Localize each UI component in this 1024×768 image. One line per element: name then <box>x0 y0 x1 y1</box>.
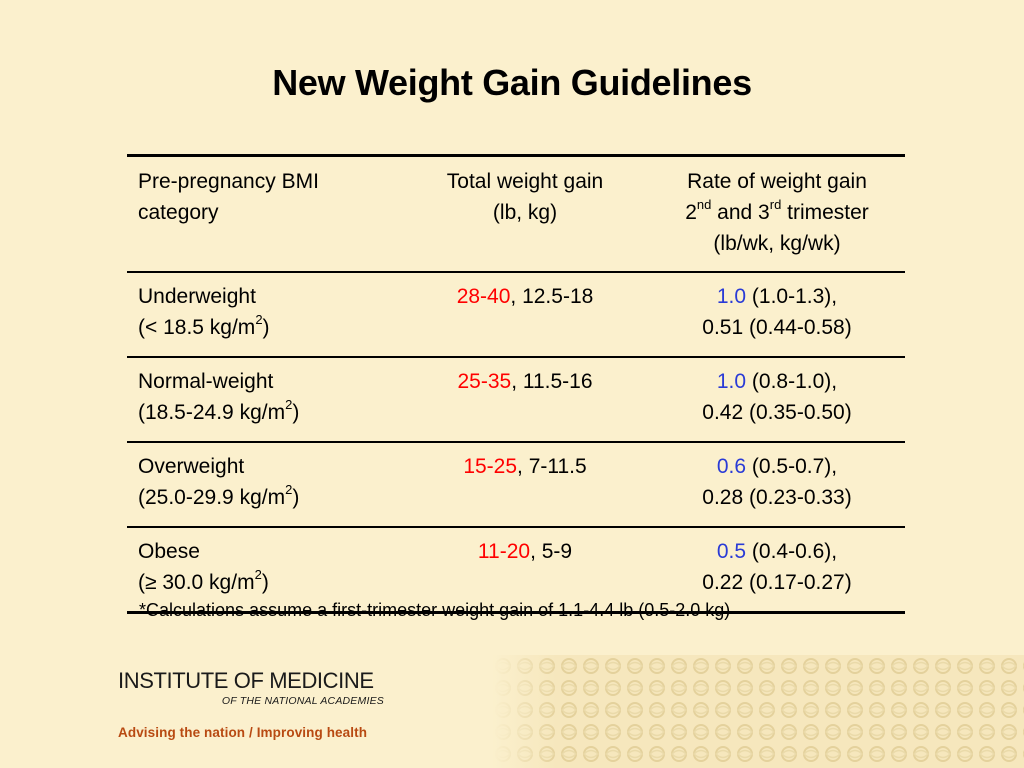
total-gain-lb: 25-35 <box>457 370 512 393</box>
rate-gain-lb: 0.5 <box>716 540 747 563</box>
total-gain-cell: 11-20, 5-9 <box>401 527 649 613</box>
category-label: Obese <box>138 540 200 563</box>
header-rate-ord1-sup: nd <box>696 197 712 212</box>
institute-logo: INSTITUTE OF MEDICINE OF THE NATIONAL AC… <box>118 668 384 740</box>
rate-gain-lb-range: (0.4-0.6), <box>746 540 838 563</box>
bmi-category-cell: Obese (≥ 30.0 kg/m2) <box>127 527 401 613</box>
header-rate-line1: Rate of weight gain <box>687 170 867 193</box>
header-rate-trimester: trimester <box>781 201 869 224</box>
rate-gain-lb: 1.0 <box>716 370 747 393</box>
category-label: Overweight <box>138 455 245 478</box>
bmi-close: ) <box>292 486 300 509</box>
rate-gain-cell: 1.0 (1.0-1.3), 0.51 (0.44-0.58) <box>649 272 905 357</box>
rate-gain-cell: 0.6 (0.5-0.7), 0.28 (0.23-0.33) <box>649 442 905 527</box>
table-row-obese: Obese (≥ 30.0 kg/m2) 11-20, 5-9 0.5 (0.4… <box>127 527 905 613</box>
table-row-underweight: Underweight (< 18.5 kg/m2) 28-40, 12.5-1… <box>127 272 905 357</box>
category-label: Underweight <box>138 285 256 308</box>
bmi-range: (25.0-29.9 kg/m <box>138 486 286 509</box>
bmi-unit-sup: 2 <box>285 482 293 497</box>
total-gain-lb: 11-20 <box>477 540 531 563</box>
logo-wordmark: INSTITUTE OF MEDICINE <box>118 668 374 693</box>
total-gain-cell: 15-25, 7-11.5 <box>401 442 649 527</box>
header-rate-ord1: 2 <box>685 201 697 224</box>
decorative-pattern <box>492 655 1024 768</box>
total-gain-lb: 28-40 <box>456 285 511 308</box>
weight-gain-table: Pre-pregnancy BMI category Total weight … <box>127 154 905 614</box>
bmi-range: (18.5-24.9 kg/m <box>138 401 286 424</box>
rate-gain-lb: 1.0 <box>716 285 747 308</box>
total-gain-kg: , 12.5-18 <box>510 285 594 308</box>
bmi-range: (≥ 30.0 kg/m <box>138 571 255 594</box>
rate-gain-kg: 0.51 (0.44-0.58) <box>702 316 852 339</box>
total-gain-kg: , 5-9 <box>530 540 573 563</box>
logo-subtitle: OF THE NATIONAL ACADEMIES <box>221 695 384 707</box>
rate-gain-kg: 0.28 (0.23-0.33) <box>702 486 852 509</box>
rate-gain-cell: 0.5 (0.4-0.6), 0.22 (0.17-0.27) <box>649 527 905 613</box>
rate-gain-cell: 1.0 (0.8-1.0), 0.42 (0.35-0.50) <box>649 357 905 442</box>
total-gain-cell: 25-35, 11.5-16 <box>401 357 649 442</box>
header-bmi-category: Pre-pregnancy BMI category <box>127 156 401 273</box>
footnote: *Calculations assume a first-trimester w… <box>139 600 731 620</box>
rate-gain-lb-range: (0.5-0.7), <box>746 455 838 478</box>
bmi-close: ) <box>261 571 269 594</box>
rate-gain-lb-range: (1.0-1.3), <box>746 285 838 308</box>
header-total-line1: Total weight gain <box>446 170 604 193</box>
slide-title: New Weight Gain Guidelines <box>272 62 752 103</box>
bmi-category-cell: Normal-weight (18.5-24.9 kg/m2) <box>127 357 401 442</box>
header-rate-gain: Rate of weight gain 2nd and 3rd trimeste… <box>649 156 905 273</box>
header-rate-line3: (lb/wk, kg/wk) <box>713 232 841 255</box>
rate-gain-kg: 0.42 (0.35-0.50) <box>702 401 852 424</box>
header-total-gain: Total weight gain (lb, kg) <box>401 156 649 273</box>
bmi-close: ) <box>262 316 270 339</box>
table-header-row: Pre-pregnancy BMI category Total weight … <box>127 155 905 273</box>
bmi-unit-sup: 2 <box>285 397 293 412</box>
bmi-category-cell: Overweight (25.0-29.9 kg/m2) <box>127 442 401 527</box>
total-gain-kg: , 11.5-16 <box>511 370 593 393</box>
bmi-unit-sup: 2 <box>254 567 262 582</box>
total-gain-kg: , 7-11.5 <box>517 455 587 478</box>
bmi-close: ) <box>292 401 300 424</box>
rate-gain-lb: 0.6 <box>716 455 747 478</box>
bmi-unit-sup: 2 <box>255 312 263 327</box>
category-label: Normal-weight <box>138 370 274 393</box>
bmi-category-cell: Underweight (< 18.5 kg/m2) <box>127 272 401 357</box>
rate-gain-kg: 0.22 (0.17-0.27) <box>702 571 852 594</box>
header-bmi-line2: category <box>138 201 219 224</box>
table-row-overweight: Overweight (25.0-29.9 kg/m2) 15-25, 7-11… <box>127 442 905 527</box>
total-gain-cell: 28-40, 12.5-18 <box>401 272 649 357</box>
logo-tagline: Advising the nation / Improving health <box>118 725 368 740</box>
bmi-range: (< 18.5 kg/m <box>138 316 256 339</box>
header-rate-and: and 3 <box>711 201 770 224</box>
header-rate-ord2-sup: rd <box>769 197 782 212</box>
header-bmi-line1: Pre-pregnancy BMI <box>138 170 319 193</box>
table-row-normal-weight: Normal-weight (18.5-24.9 kg/m2) 25-35, 1… <box>127 357 905 442</box>
rate-gain-lb-range: (0.8-1.0), <box>746 370 838 393</box>
header-total-line2: (lb, kg) <box>492 201 558 224</box>
total-gain-lb: 15-25 <box>463 455 518 478</box>
